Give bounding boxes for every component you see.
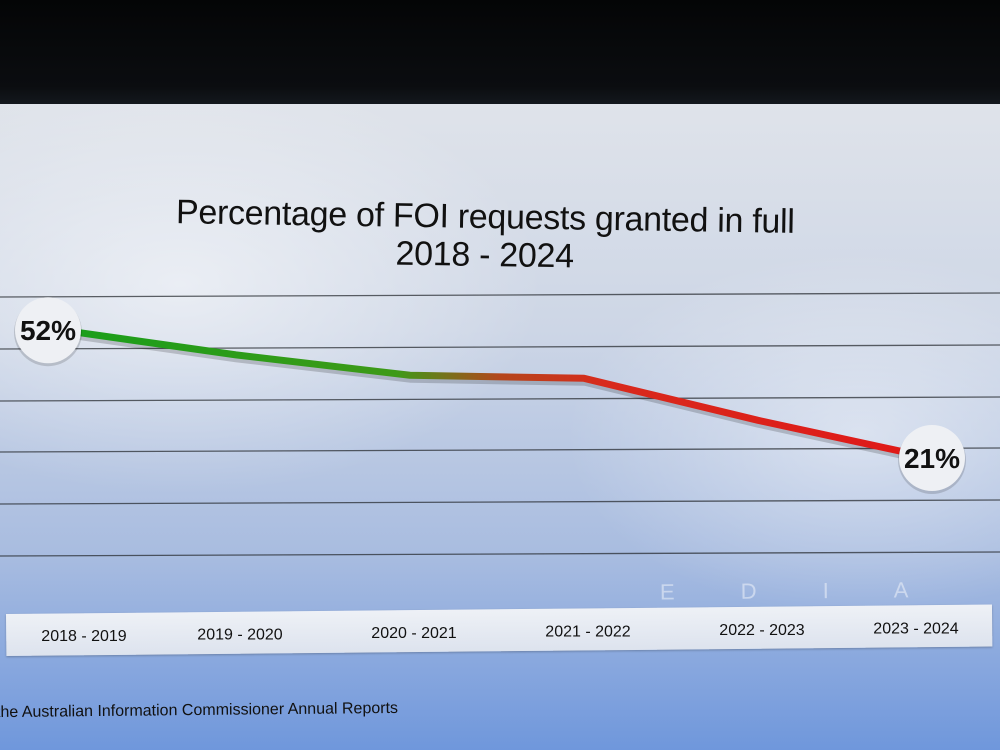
x-tick-labels: 2018 - 2019 2019 - 2020 2020 - 2021 2021 - … <box>41 621 959 646</box>
grid-line <box>0 396 1000 402</box>
tv-screen: Percentage of FOI requests granted in fu… <box>0 104 1000 750</box>
data-label: 52% <box>20 315 76 346</box>
data-label-badge <box>899 425 965 492</box>
data-label-badge <box>15 297 81 364</box>
x-tick-label: 2022 - 2023 <box>719 622 805 639</box>
grid-line <box>0 499 1000 505</box>
x-tick-label: 2021 - 2022 <box>545 624 631 641</box>
series-layer <box>58 326 936 466</box>
chart: 52% 21% 2018 - 2019 2019 - 2020 2020 - 2021… <box>0 292 1000 646</box>
x-tick-label: 2019 - 2020 <box>197 627 283 644</box>
grid-line <box>0 292 1000 298</box>
x-tick-label: 2023 - 2024 <box>873 621 959 638</box>
data-label: 21% <box>904 443 960 474</box>
data-labels: 52% 21% <box>14 297 966 495</box>
monitor-bezel <box>0 0 1000 108</box>
grid-lines <box>0 292 1000 557</box>
series-line <box>58 326 936 462</box>
x-tick-label: 2020 - 2021 <box>371 625 457 642</box>
x-tick-label: 2018 - 2019 <box>41 628 127 645</box>
grid-line <box>0 551 1000 557</box>
grid-line <box>0 447 1000 453</box>
